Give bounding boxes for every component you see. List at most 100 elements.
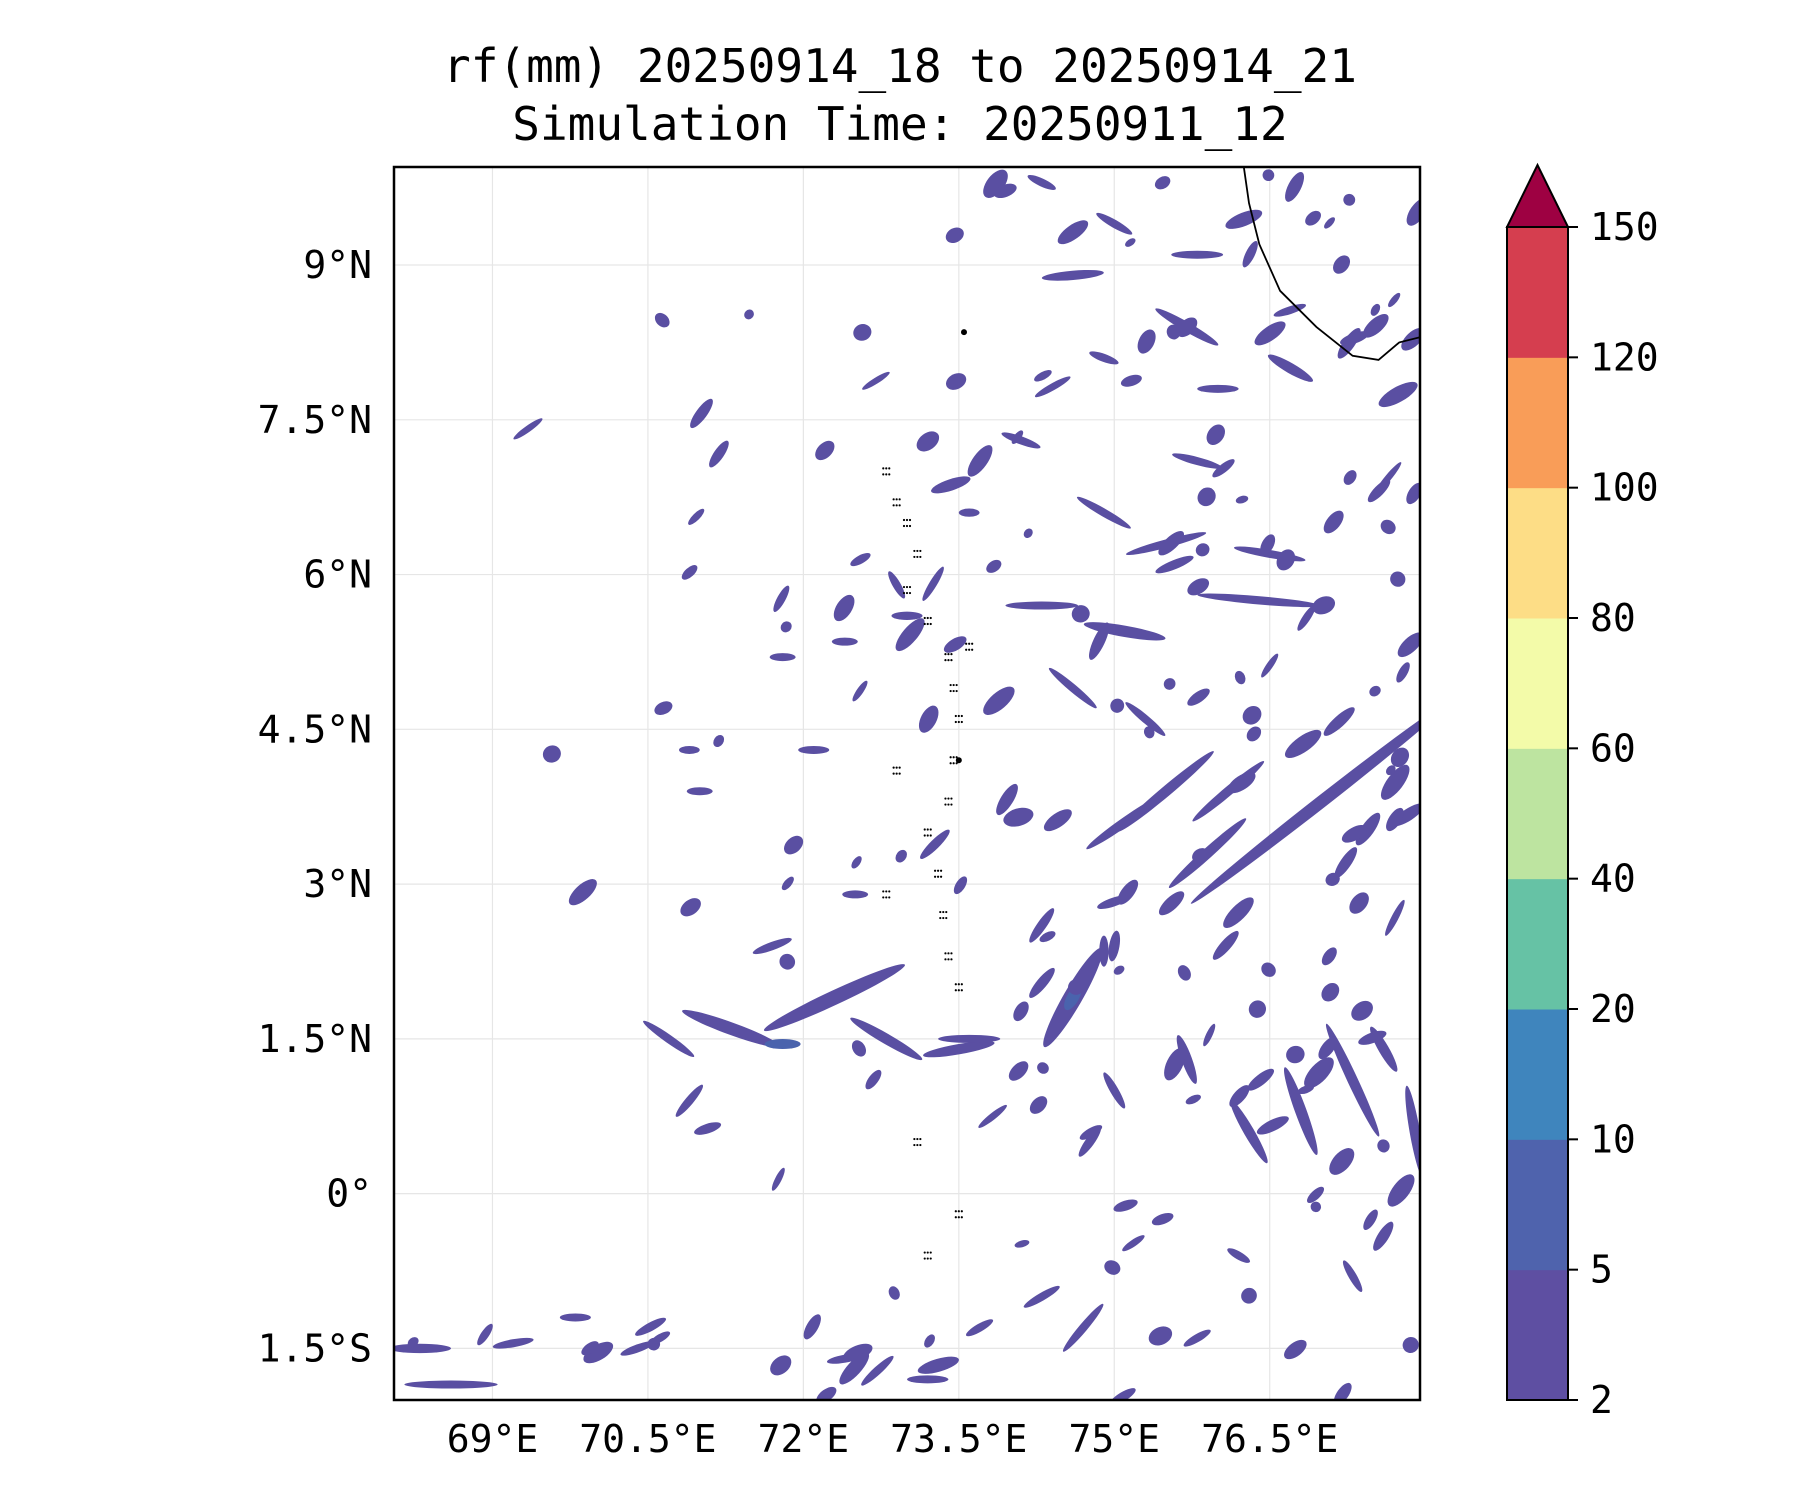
rain-cell [1227,1248,1251,1263]
atoll-dot [929,1257,932,1260]
rain-speck [1304,1057,1334,1089]
colorbar-tick-label: 10 [1590,1117,1636,1161]
rain-speck [1164,1047,1186,1081]
atoll-dot [949,756,952,759]
colorbar-segment [1507,1009,1568,1140]
lat-tick-label: 3°N [303,862,372,906]
atoll-dot [950,659,953,662]
rain-cell [1076,496,1131,529]
rain-speck [1014,1240,1030,1248]
rain-speck [1212,459,1235,478]
atoll-dot [952,762,955,765]
rain-cell [1190,699,1420,904]
atoll-dot [944,797,947,800]
atoll-dot [955,689,958,693]
lon-tick-label: 73.5°E [890,1417,1027,1461]
rain-speck [1261,962,1276,977]
rain-speck [770,1355,792,1376]
rain-speck [1120,374,1142,387]
atoll-dot [949,683,952,687]
coastlines [882,167,1420,1260]
rain-speck [1286,1045,1305,1064]
atoll-dot [929,1251,932,1254]
atoll-dot [913,549,916,553]
atoll-dot [936,875,940,878]
rain-speck [635,1317,667,1336]
rain-speck [1246,726,1262,742]
atoll-dot [916,549,919,553]
atoll-dot [919,549,922,553]
rain-speck [1079,1125,1103,1140]
atoll-dot [957,1216,960,1219]
rain-speck [1260,534,1276,555]
rain-cell [1027,174,1056,190]
rain-cell [1172,453,1223,469]
rain-cell [1197,384,1239,393]
atoll-dot [885,890,888,893]
rain-speck [1396,662,1410,683]
rain-speck [983,686,1015,716]
atoll-dot [957,1210,960,1213]
colorbar-tick-label: 60 [1590,726,1636,770]
colorbar-tick-label: 80 [1590,596,1636,640]
atoll-dot [933,875,937,878]
rain-speck [1334,847,1358,879]
rain-speck [851,1040,866,1057]
rain-cell [923,1041,995,1058]
colorbar-tick-label: 150 [1590,205,1659,249]
rain-speck [1329,1148,1355,1175]
rain-speck [1242,240,1258,268]
atoll-dot [882,473,885,476]
atoll-dot [885,896,888,899]
atoll-dot [923,622,926,626]
rain-speck [779,953,796,970]
rain-speck [1242,705,1262,725]
rain-speck [1143,726,1155,739]
rain-speck [688,508,705,525]
atoll-dot [905,524,909,528]
rain-speck [1284,729,1322,759]
rain-cell [850,1017,923,1061]
rain-cell [620,1341,655,1356]
rain-speck [1321,982,1340,1002]
rain-speck [865,1069,882,1090]
rain-speck [1343,193,1356,206]
rain-speck [924,1334,935,1348]
rain-speck [917,1356,959,1374]
atoll-dot [965,642,968,645]
rain-speck [1388,292,1401,308]
atoll-dot [926,1251,929,1254]
atoll-dot [929,622,932,626]
rain-cell [891,611,923,620]
atoll-dot [971,642,974,645]
atoll-dot [960,1216,963,1219]
rain-speck [1223,897,1254,929]
rain-speck [784,835,804,855]
rain-speck [983,169,1008,198]
colorbar-segment [1507,878,1568,1010]
island-minicoy [961,329,967,336]
rainfall-fields [394,169,1420,1400]
atoll-dot [905,585,909,589]
atoll-dot [950,653,953,656]
rain-speck [1113,1199,1138,1212]
rain-cell [1005,601,1078,610]
atoll-dot [913,1143,916,1147]
colorbar-segment [1507,748,1568,880]
rain-cell [1096,212,1133,235]
rain-speck [1380,764,1410,800]
atoll-dot [905,518,909,522]
rain-cell [682,1009,780,1048]
atoll-dot [954,1210,957,1213]
atoll-dot [954,714,957,718]
atoll-dot [916,1143,919,1147]
rain-speck [1011,430,1024,444]
rain-speck [1305,210,1321,226]
lon-tick-label: 76.5°E [1201,1417,1338,1461]
rain-speck [1343,470,1357,485]
rain-speck [1312,596,1336,615]
atoll-dot [944,952,947,955]
map-title: rf(mm) 20250914_18 to 20250914_21 [443,39,1357,93]
rain-speck [1386,765,1396,776]
rain-cell [1230,1100,1268,1164]
